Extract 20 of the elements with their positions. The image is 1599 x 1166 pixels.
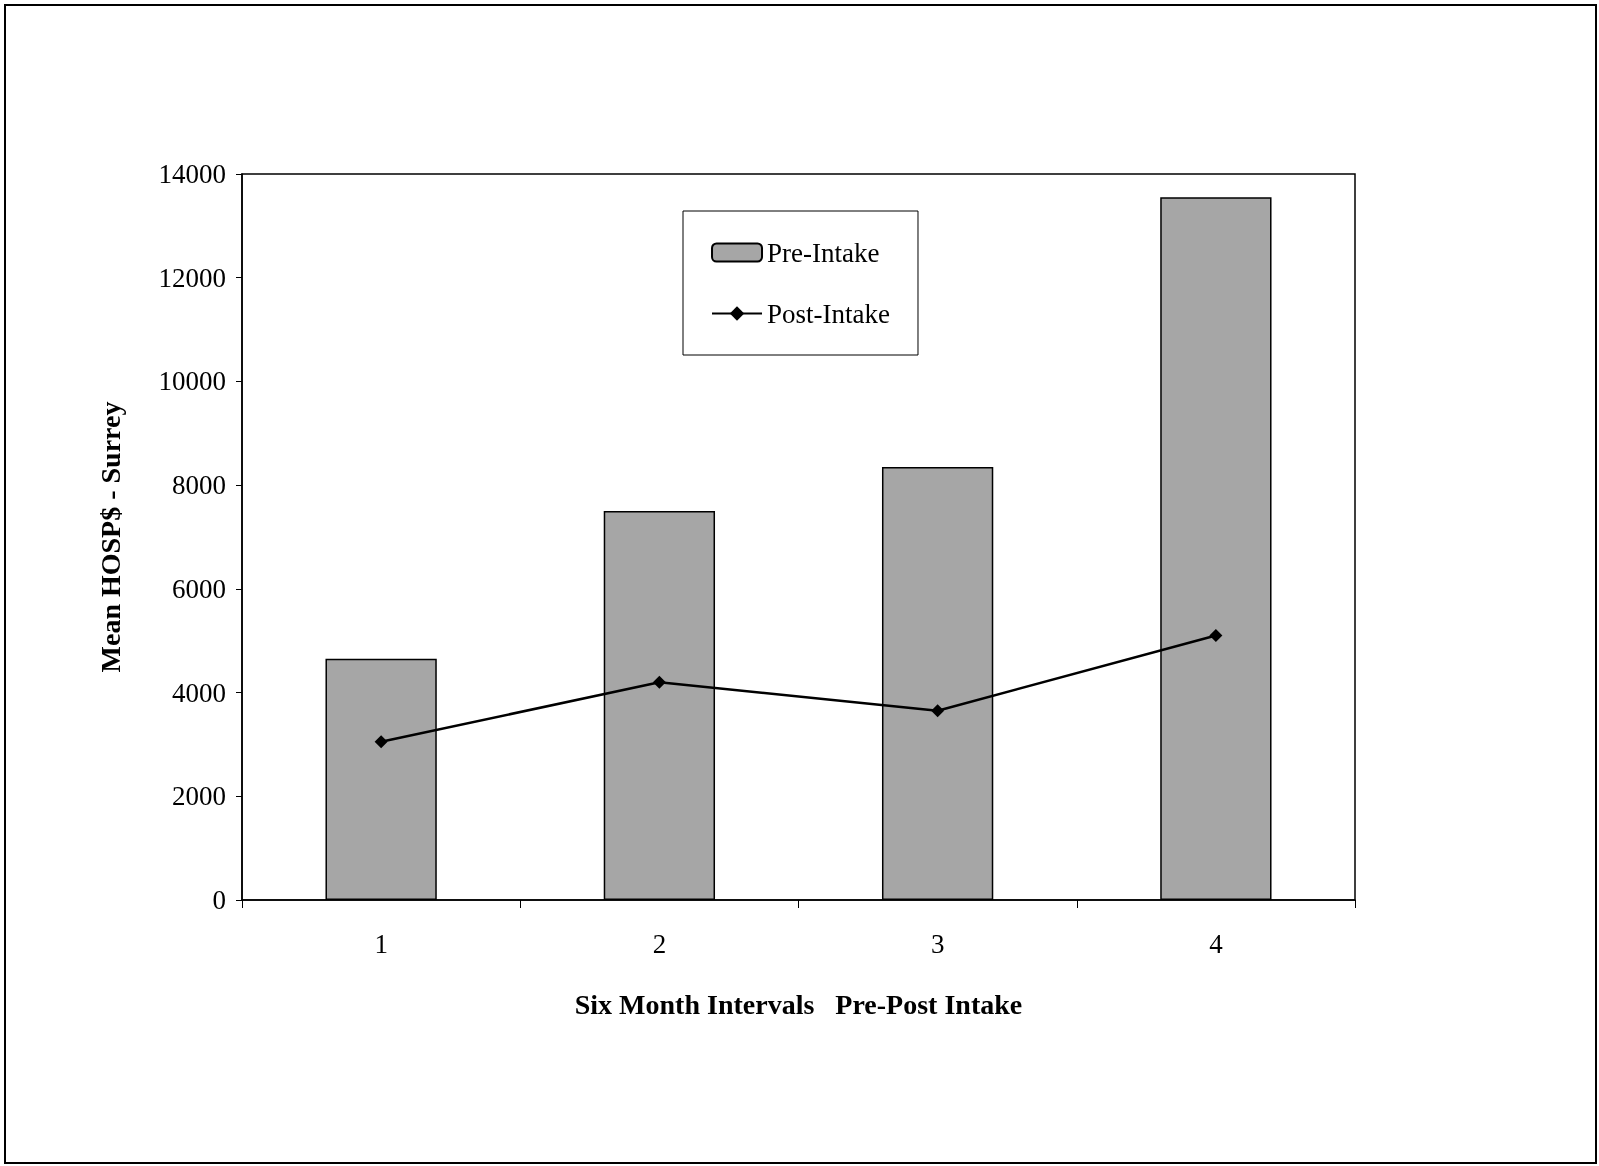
point — [374, 735, 388, 749]
y-tick-label: 6000 — [172, 573, 226, 604]
legend-label: Pre-Intake — [767, 237, 880, 268]
y-axis-title: Mean HOSP$ - Surrey — [94, 401, 126, 673]
legend-label: Post-Intake — [767, 298, 890, 329]
point — [931, 704, 945, 718]
x-tick-label: 4 — [1209, 928, 1224, 959]
point — [1209, 629, 1223, 643]
point — [652, 675, 666, 689]
x-tick-label: 2 — [652, 928, 667, 959]
x-axis-title: Six Month Intervals Pre-Post Intake — [574, 988, 1023, 1020]
y-tick-label: 10000 — [158, 366, 226, 397]
y-tick-label: 2000 — [172, 781, 226, 812]
y-tick-label: 14000 — [158, 159, 226, 189]
x-tick-label: 1 — [374, 928, 388, 959]
y-tick-label: 8000 — [172, 470, 226, 501]
y-tick-label: 0 — [212, 885, 226, 915]
y-tick-label: 4000 — [172, 677, 226, 708]
x-tick-label: 3 — [930, 928, 945, 959]
y-tick-label: 12000 — [158, 262, 226, 293]
